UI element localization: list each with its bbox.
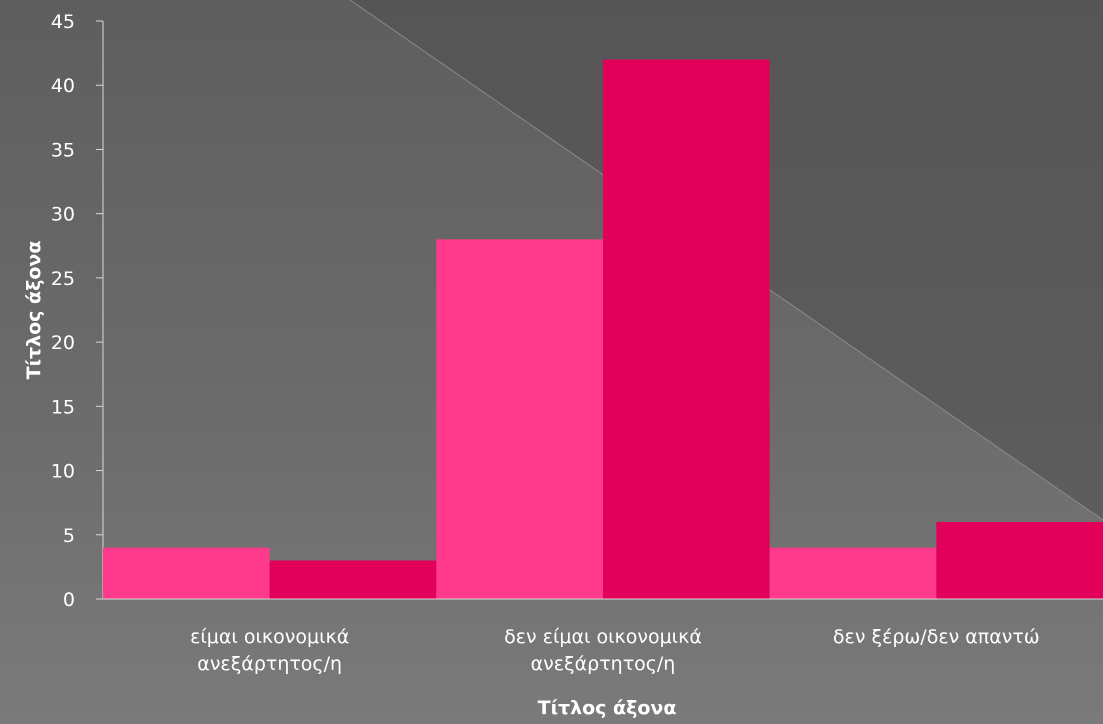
bar-1-0: [436, 239, 603, 599]
bar-1-1: [603, 59, 770, 600]
x-category-label: δεν είμαι οικονομικά: [504, 626, 702, 648]
bar-2-1: [936, 521, 1103, 599]
y-tick-label: 35: [51, 139, 75, 161]
y-tick-label: 45: [51, 11, 75, 33]
x-category-label: ανεξάρτητος/η: [531, 653, 676, 675]
y-tick-label: 20: [51, 332, 75, 354]
x-category-label: δεν ξέρω/δεν απαντώ: [833, 626, 1040, 648]
x-category-label: είμαι οικονομικά: [190, 626, 349, 648]
bar-0-1: [269, 560, 437, 599]
y-tick-label: 10: [51, 461, 75, 483]
bar-2-0: [769, 547, 937, 599]
y-axis: 0 5 10 15 20 25 30 35 40 45: [51, 11, 104, 611]
y-tick-label: 15: [51, 396, 75, 418]
y-axis-title: Τίτλος άξονα: [23, 241, 45, 380]
y-tick-label: 25: [51, 268, 75, 290]
y-tick-label: 30: [51, 204, 75, 226]
x-axis-title: Τίτλος άξονα: [538, 697, 677, 719]
y-tick-label: 0: [63, 589, 75, 611]
x-axis: είμαι οικονομικά ανεξάρτητος/η δεν είμαι ο…: [103, 598, 1103, 675]
y-tick-label: 5: [63, 525, 75, 547]
bar-0-0: [103, 547, 270, 599]
y-tick-label: 40: [51, 75, 75, 97]
bars: [103, 59, 1103, 600]
x-category-label: ανεξάρτητος/η: [197, 653, 342, 675]
